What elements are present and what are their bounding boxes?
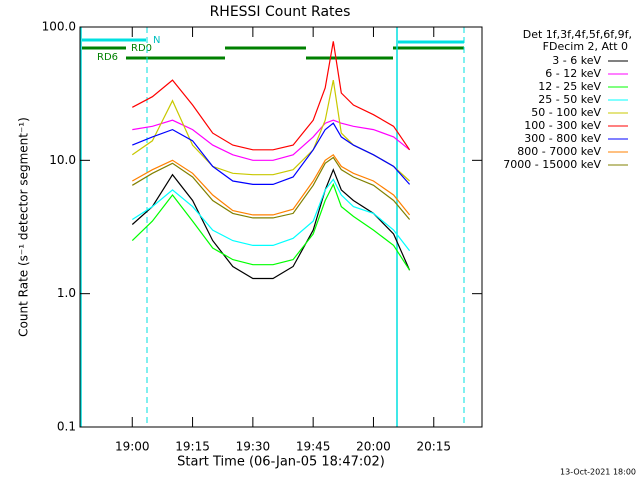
series-line [131,178,411,252]
y-tick-label: 0.1 [57,420,76,434]
x-tick-label: 19:15 [175,440,210,454]
series-line [132,153,411,216]
legend-label: 100 - 300 keV [524,119,601,132]
annotation: RD0 [131,43,152,54]
x-axis-label: Start Time (06-Jan-05 18:47:02) [177,455,385,470]
y-axis-label: Count Rate (s⁻¹ detector segment⁻¹) [17,117,31,337]
legend-label: 7000 - 15000 keV [503,158,601,171]
x-tick-label: 20:00 [356,440,391,454]
x-tick-label: 19:00 [115,440,150,454]
series-line [132,122,411,185]
legend-title: FDecim 2, Att 0 [543,40,628,53]
legend-label: 300 - 800 keV [524,132,601,145]
legend-label: 25 - 50 keV [538,93,601,106]
series-line [131,182,411,271]
legend-label: 800 - 7000 keV [517,145,601,158]
series-line [131,168,411,280]
legend-label: 6 - 12 keV [545,67,601,80]
legend-label: 50 - 100 keV [531,106,601,119]
x-tick-label: 19:45 [296,440,331,454]
y-tick-label: 100.0 [42,20,76,34]
x-tick-label: 20:15 [416,440,451,454]
annotation: N [153,35,160,46]
series-line [132,41,411,151]
series-line [132,119,410,161]
legend-title: Det 1f,3f,4f,5f,6f,9f, [523,28,632,41]
series-line [131,156,411,220]
legend-label: 3 - 6 keV [552,54,601,67]
y-tick-label: 10.0 [49,153,76,167]
x-tick-label: 19:30 [236,440,271,454]
annotation: RD6 [97,52,118,63]
legend-label: 12 - 25 keV [538,80,601,93]
y-tick-label: 1.0 [57,286,76,300]
footer: 13-Oct-2021 18:00 [560,468,636,477]
chart-title: RHESSI Count Rates [210,4,351,20]
plot-frame [79,26,483,428]
